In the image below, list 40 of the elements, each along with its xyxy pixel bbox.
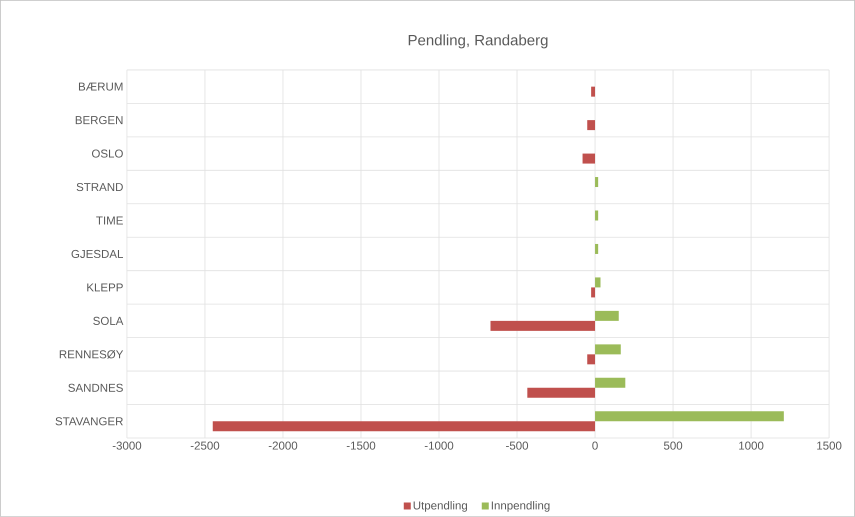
bar bbox=[595, 310, 619, 321]
legend-label: Utpendling bbox=[414, 501, 468, 512]
legend-label: Innpendling bbox=[492, 501, 550, 512]
y-tick-label: TIME bbox=[96, 216, 123, 224]
x-tick-label: -1000 bbox=[424, 442, 454, 450]
y-tick-label: OSLO bbox=[92, 150, 123, 158]
bar bbox=[595, 378, 626, 388]
x-tick-label: -2500 bbox=[190, 442, 220, 450]
bar bbox=[595, 244, 598, 254]
x-tick-label: 1500 bbox=[817, 442, 842, 450]
x-tick-label: -3000 bbox=[112, 442, 142, 450]
bar bbox=[212, 421, 596, 432]
y-tick-label: STAVANGER bbox=[56, 417, 123, 426]
bar bbox=[527, 388, 596, 398]
y-tick-label: KLEPP bbox=[87, 284, 123, 292]
bar bbox=[595, 344, 621, 354]
y-tick-label: BERGEN bbox=[76, 116, 122, 124]
x-tick-label: -500 bbox=[506, 442, 528, 450]
bar bbox=[595, 210, 598, 221]
y-tick-label: GJESDAL bbox=[72, 250, 124, 258]
bar bbox=[595, 177, 598, 188]
bar bbox=[591, 287, 596, 298]
x-tick-label: 1000 bbox=[739, 442, 764, 450]
x-tick-label: 0 bbox=[592, 442, 598, 450]
y-tick-label: SOLA bbox=[93, 316, 124, 325]
bar bbox=[490, 320, 596, 331]
x-tick-label: 500 bbox=[664, 442, 682, 450]
bar bbox=[591, 86, 596, 97]
chart-title: Pendling, Randaberg bbox=[408, 34, 548, 48]
y-tick-label: STRAND bbox=[76, 183, 123, 192]
x-tick-label: -1500 bbox=[346, 442, 376, 450]
bar bbox=[595, 277, 600, 288]
bar bbox=[587, 120, 596, 130]
y-tick-label: SANDNES bbox=[68, 384, 123, 392]
x-tick-label: -2000 bbox=[268, 442, 298, 450]
bar bbox=[595, 411, 784, 422]
y-tick-label: RENNESØY bbox=[60, 350, 124, 359]
bar bbox=[587, 354, 596, 364]
y-tick-label: BÆRUM bbox=[78, 82, 122, 91]
bar bbox=[582, 154, 596, 164]
